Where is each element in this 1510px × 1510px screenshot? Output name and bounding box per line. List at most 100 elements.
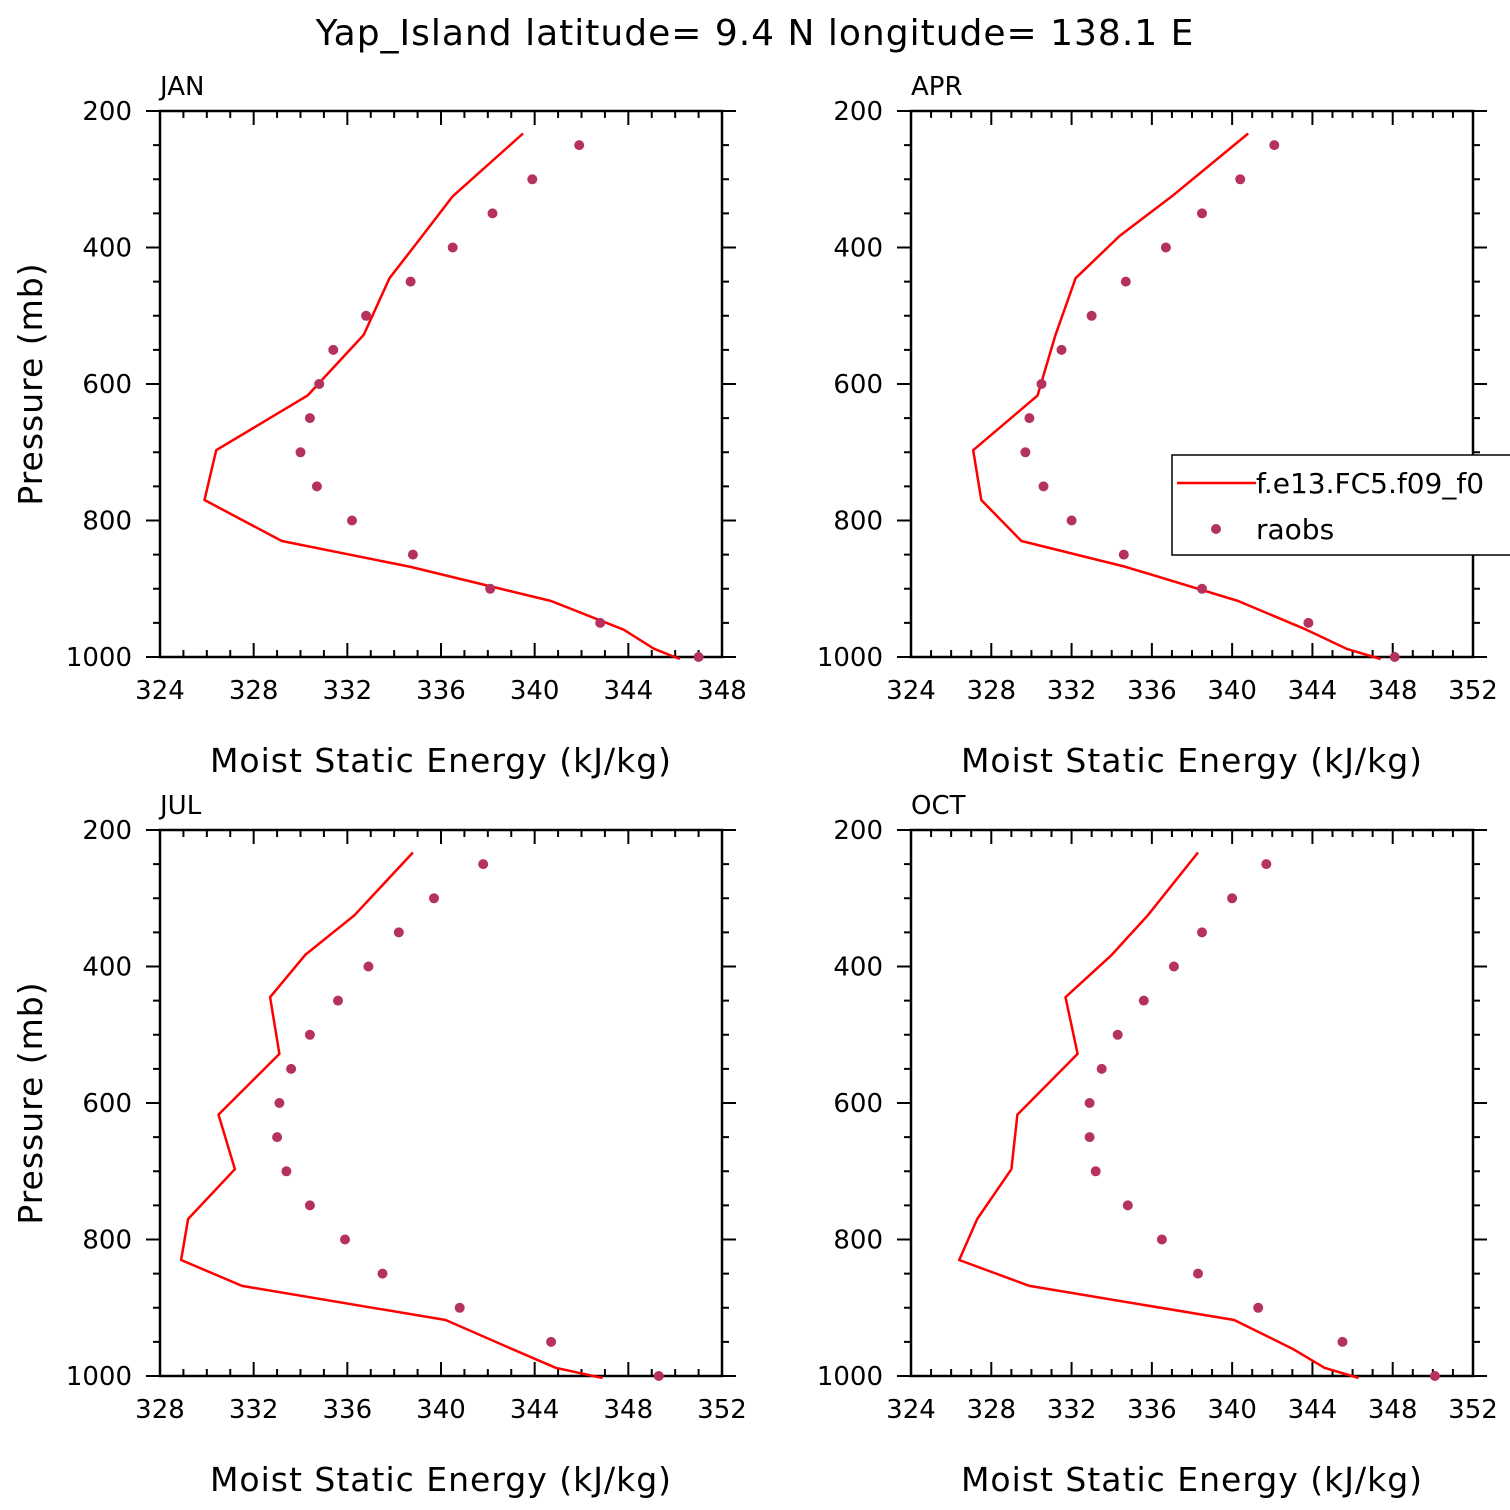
y-tick-label: 1000 [66, 643, 132, 673]
raobs-point [1193, 1268, 1203, 1279]
raobs-point [304, 1029, 315, 1040]
raobs-point [340, 1234, 350, 1245]
raobs-point [328, 344, 339, 355]
raobs-point [286, 1063, 297, 1074]
x-tick-label: 332 [1047, 1395, 1097, 1425]
y-tick-label: 600 [833, 1089, 883, 1119]
x-tick-label: 336 [323, 1395, 373, 1425]
y-tick-label: 800 [82, 1226, 132, 1256]
raobs-point [1389, 652, 1400, 662]
y-tick-label: 800 [833, 1226, 883, 1256]
plot-frame [909, 109, 1475, 659]
raobs-point [1429, 1371, 1440, 1381]
model-line [203, 132, 681, 661]
x-tick-label: 336 [1127, 676, 1177, 706]
raobs-point [1261, 859, 1272, 870]
x-axis-title: Moist Static Energy (kJ/kg) [961, 741, 1423, 780]
raobs-point [304, 1200, 315, 1211]
raobs-point [1024, 413, 1035, 424]
legend-obs-label: raobs [1256, 513, 1334, 546]
y-tick-label: 600 [82, 370, 132, 400]
x-tick-label: 348 [1368, 676, 1418, 706]
y-tick-label: 400 [833, 953, 883, 983]
raobs-point [1056, 344, 1067, 355]
x-tick-label: 324 [886, 676, 936, 706]
raobs-point [1269, 140, 1280, 151]
panel-oct: 324 328 332 336 340 344 348 352 200 400 600 800 1000… [817, 791, 1498, 1499]
x-tick-label: 352 [697, 1395, 747, 1425]
raobs-point [347, 515, 357, 526]
x-tick-label: 348 [1368, 1395, 1418, 1425]
x-tick-label: 344 [1288, 676, 1338, 706]
raobs-point [1038, 481, 1049, 492]
raobs-point [1086, 310, 1097, 321]
legend: f.e13.FC5.f09_f0 raobs [1171, 454, 1510, 556]
y-tick-label: 1000 [66, 1362, 132, 1392]
raobs-point [527, 174, 538, 185]
x-tick-label: 348 [697, 676, 747, 706]
legend-model-label: f.e13.FC5.f09_f0 [1256, 467, 1484, 500]
panels: 324 328 332 336 340 344 348 200 400 600 800 1000 JAN… [11, 72, 1498, 1499]
x-tick-label: 324 [135, 676, 185, 706]
raobs-point [595, 617, 606, 628]
raobs-point [454, 1302, 465, 1313]
raobs-point [311, 481, 322, 492]
raobs-point [363, 961, 374, 972]
raobs-point [1066, 515, 1077, 526]
panel-label: JAN [158, 72, 204, 102]
raobs-point [314, 379, 325, 389]
x-tick-label: 344 [510, 1395, 560, 1425]
x-tick-label: 340 [1207, 676, 1257, 706]
plot-frame [909, 828, 1475, 1378]
y-tick-label: 400 [833, 234, 883, 264]
x-tick-label: 336 [416, 676, 466, 706]
raobs-point [1112, 1029, 1123, 1040]
y-tick-label: 200 [833, 816, 883, 846]
raobs-point [1337, 1336, 1348, 1347]
raobs-point [653, 1371, 664, 1381]
y-tick-label: 400 [82, 953, 132, 983]
raobs-point [393, 927, 404, 938]
raobs-point [1160, 242, 1171, 253]
raobs-point [1090, 1166, 1101, 1177]
raobs-point [1020, 447, 1031, 458]
raobs-point [274, 1098, 285, 1108]
raobs-point [1122, 1200, 1133, 1211]
raobs-point [546, 1336, 557, 1347]
raobs-point [1156, 1234, 1167, 1245]
raobs-point [1197, 583, 1207, 594]
panel-label: JUL [158, 791, 202, 821]
raobs-point [281, 1166, 292, 1177]
x-tick-label: 328 [229, 676, 279, 706]
raobs-point [1084, 1132, 1095, 1143]
x-tick-label: 352 [1448, 1395, 1498, 1425]
panel-apr: 324 328 332 336 340 344 348 352 200 400 600 800 1000… [817, 72, 1498, 780]
raobs-point [693, 652, 704, 662]
plot-frame [158, 828, 724, 1378]
x-tick-label: 348 [604, 1395, 654, 1425]
x-tick-label: 340 [1207, 1395, 1257, 1425]
x-tick-label: 328 [966, 676, 1016, 706]
x-tick-label: 328 [135, 1395, 185, 1425]
raobs-point [1096, 1063, 1107, 1074]
raobs-point [1118, 549, 1129, 560]
panel-label: APR [911, 72, 963, 102]
raobs-point [447, 242, 458, 253]
raobs-point [1138, 995, 1149, 1006]
model-line [179, 851, 603, 1380]
raobs-point [485, 583, 496, 594]
x-tick-label: 332 [323, 676, 373, 706]
raobs-point [333, 995, 343, 1006]
x-tick-label: 352 [1448, 676, 1498, 706]
y-tick-label: 200 [833, 97, 883, 127]
y-tick-label: 1000 [817, 643, 883, 673]
x-tick-label: 336 [1127, 1395, 1177, 1425]
raobs-point [487, 208, 498, 219]
raobs-point [272, 1132, 283, 1143]
figure-title: Yap_Island latitude= 9.4 N longitude= 13… [315, 13, 1195, 54]
x-axis-title: Moist Static Energy (kJ/kg) [210, 1460, 672, 1499]
y-tick-label: 400 [82, 234, 132, 264]
x-tick-label: 332 [229, 1395, 279, 1425]
raobs-point [574, 140, 585, 151]
y-tick-label: 200 [82, 97, 132, 127]
